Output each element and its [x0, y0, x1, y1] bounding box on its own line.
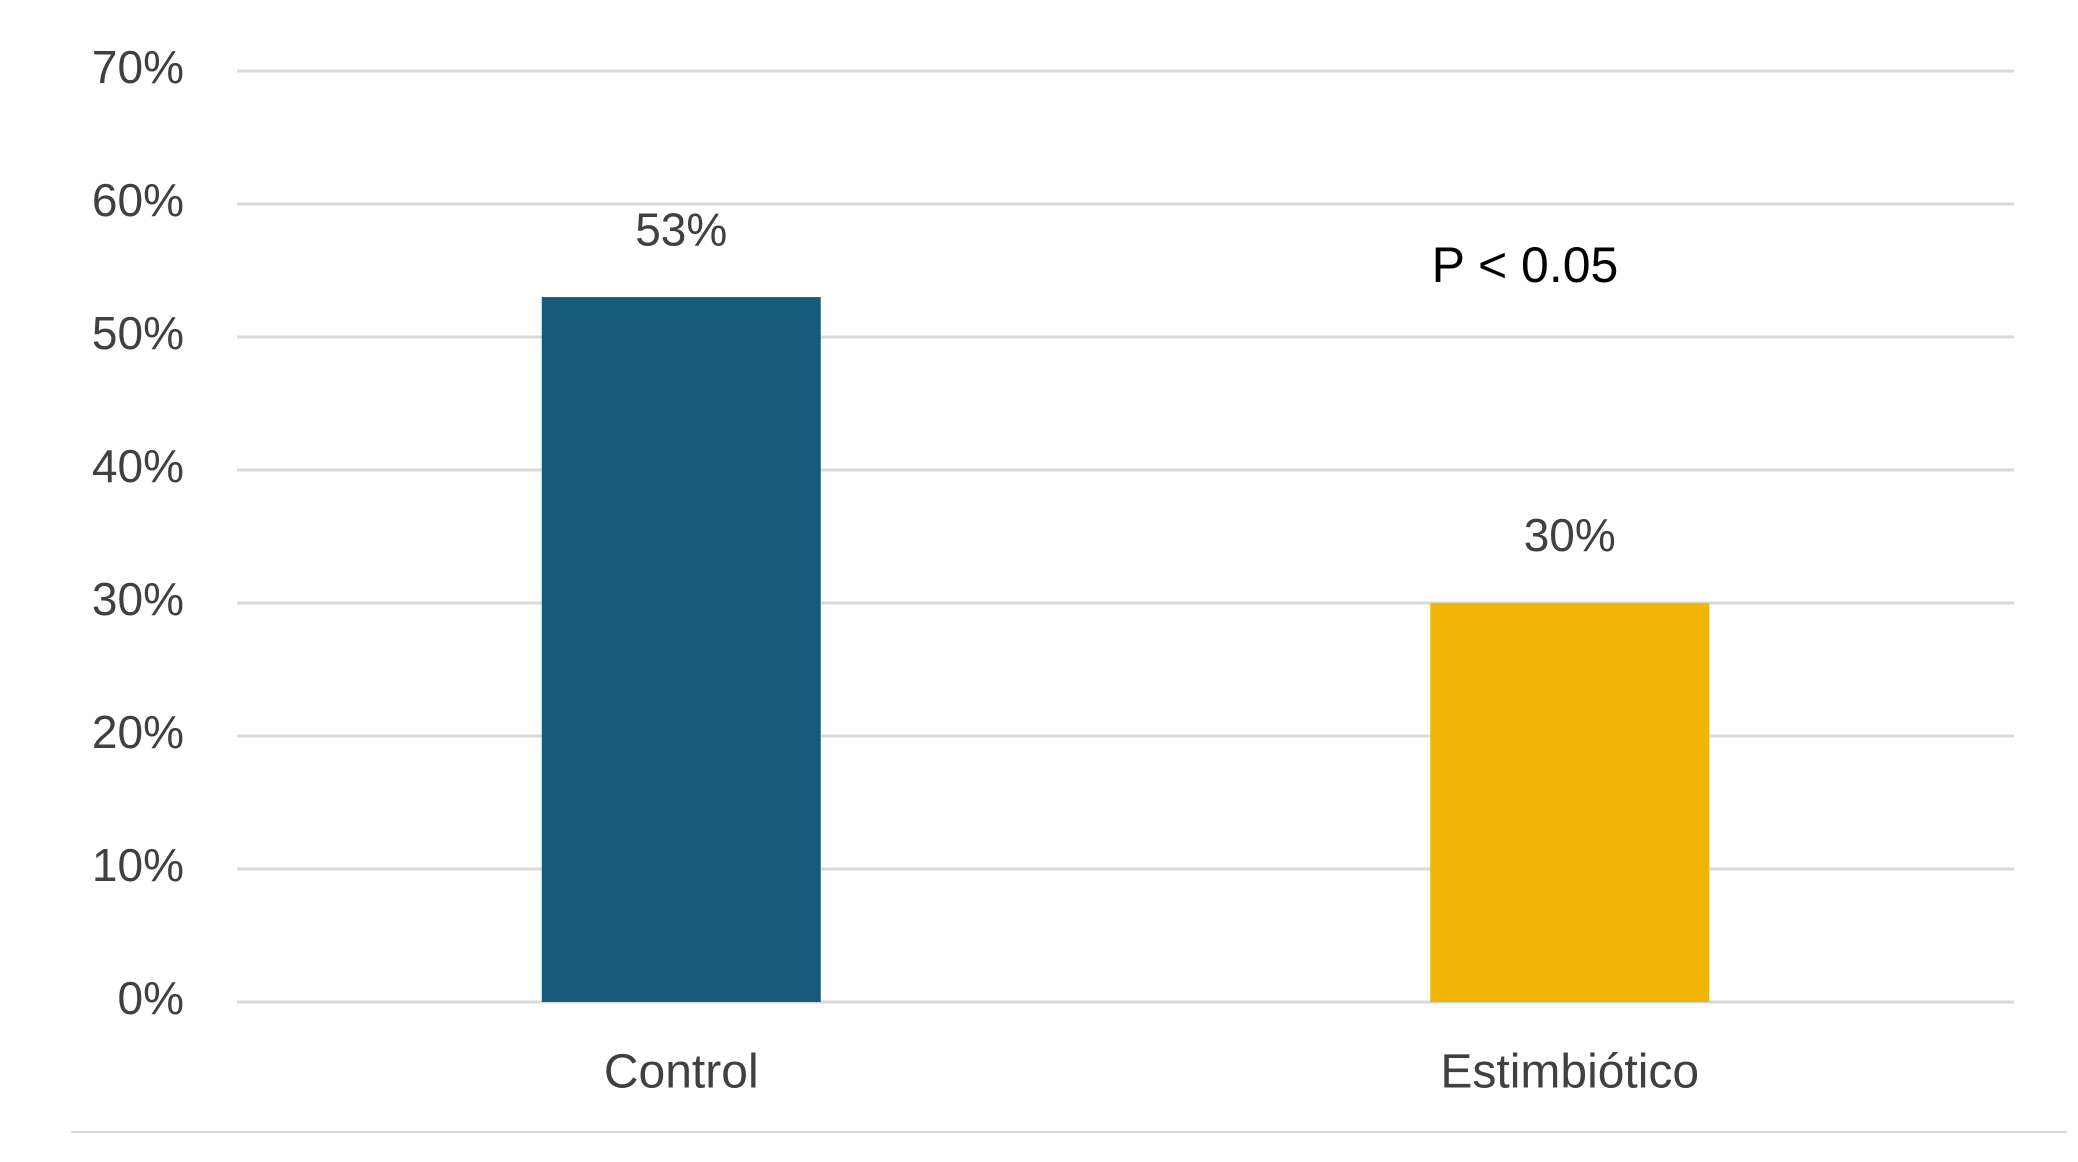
data-label: 30%: [1524, 509, 1616, 561]
y-tick-label: 20%: [92, 706, 184, 758]
x-tick-label: Estimbiótico: [1440, 1046, 1699, 1099]
y-tick-label: 0%: [118, 972, 184, 1024]
y-tick-label: 70%: [92, 41, 184, 93]
y-tick-label: 10%: [92, 839, 184, 891]
y-tick-label: 50%: [92, 307, 184, 359]
y-tick-label: 40%: [92, 440, 184, 492]
x-tick-label: Control: [604, 1046, 759, 1099]
bar: [541, 297, 821, 1003]
annotation: P < 0.05: [1432, 237, 1619, 293]
bar: [1430, 603, 1710, 1002]
data-label: 53%: [635, 203, 727, 255]
y-tick-label: 60%: [92, 174, 184, 226]
y-tick-label: 30%: [92, 573, 184, 625]
